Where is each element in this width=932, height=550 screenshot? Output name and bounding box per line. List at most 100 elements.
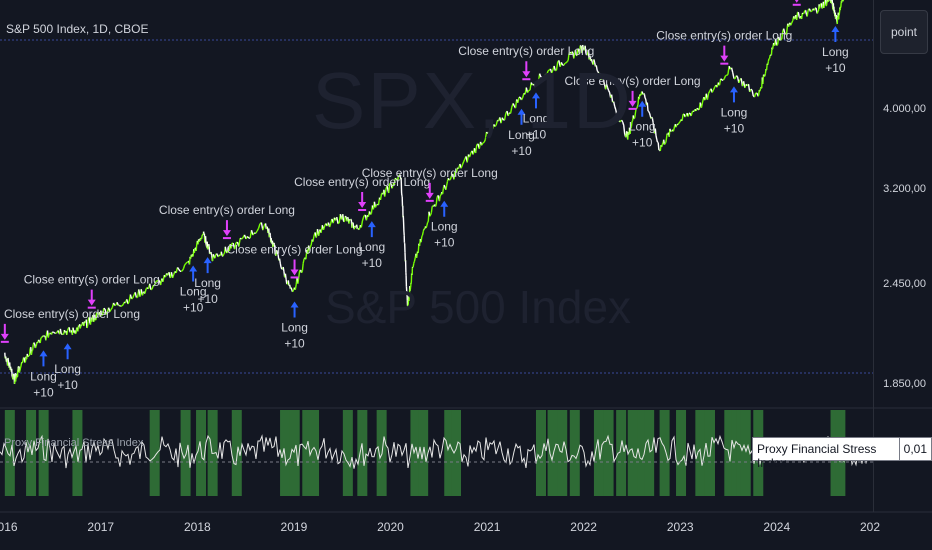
indicator-name[interactable]: Proxy Financial Stress Index: [4, 437, 144, 449]
price-segment: [223, 252, 226, 255]
price-segment: [648, 111, 651, 114]
price-segment: [74, 332, 77, 335]
price-segment: [574, 50, 577, 56]
price-segment: [606, 87, 610, 91]
stress-bar: [731, 410, 742, 496]
price-segment: [349, 218, 352, 221]
price-segment: [151, 285, 154, 290]
price-segment: [120, 305, 123, 307]
price-segment: [100, 310, 103, 316]
long-entry-arrow: [729, 86, 738, 103]
grid-lines: [0, 39, 932, 513]
long-qty-label: +10: [724, 121, 745, 135]
x-tick-label: 2023: [666, 520, 694, 534]
stress-bar: [410, 410, 421, 496]
price-segment: [617, 113, 620, 120]
price-segment: [573, 53, 576, 59]
price-segment: [474, 144, 478, 154]
price-segment: [284, 273, 287, 280]
price-segment: [681, 114, 684, 121]
price-segment: [396, 175, 400, 182]
price-segment: [59, 328, 62, 334]
price-segment: [501, 117, 505, 121]
long-label: Long: [431, 220, 458, 234]
price-segment: [582, 44, 585, 51]
price-segment: [483, 139, 486, 143]
price-segment: [298, 270, 301, 278]
price-segment: [526, 90, 530, 93]
price-segment: [596, 70, 599, 73]
price-segment: [28, 348, 31, 355]
price-segment: [553, 65, 556, 71]
price-segment: [376, 203, 378, 206]
stress-bar: [72, 410, 83, 496]
stress-bar: [149, 410, 160, 496]
long-entry-arrow: [203, 257, 212, 274]
price-segment: [262, 225, 265, 231]
stress-bar: [616, 410, 627, 496]
price-segment: [391, 186, 394, 189]
price-segment: [239, 237, 242, 240]
price-segment: [337, 222, 340, 225]
price-segment: [554, 69, 557, 72]
close-label: Close entry(s) order Long: [565, 74, 701, 88]
price-segment: [762, 74, 765, 84]
price-segment: [132, 294, 135, 299]
price-segment: [529, 82, 532, 91]
price-segment: [426, 222, 429, 226]
long-entry-arrow: [367, 221, 376, 238]
price-segment: [145, 287, 148, 290]
price-segment: [547, 69, 550, 72]
price-segment: [66, 330, 69, 336]
stress-bar: [26, 410, 37, 496]
price-segment: [181, 268, 185, 272]
price-segment: [646, 102, 649, 111]
price-segment: [597, 71, 600, 74]
price-segment: [446, 181, 449, 186]
price-segment: [7, 357, 10, 363]
price-segment: [34, 345, 37, 349]
price-segment: [121, 304, 124, 307]
price-segment: [127, 301, 130, 305]
price-segment: [664, 142, 667, 144]
price-segment: [434, 204, 437, 207]
price-segment: [517, 97, 520, 103]
long-label: Long: [822, 45, 849, 59]
price-segment: [427, 221, 429, 223]
x-tick-label: 2016: [0, 520, 18, 534]
price-segment: [356, 227, 359, 230]
price-segment: [116, 302, 119, 306]
price-segment: [19, 365, 22, 369]
price-segment: [386, 185, 389, 190]
price-segment: [212, 254, 215, 257]
price-segment: [134, 292, 138, 298]
price-segment: [112, 302, 116, 306]
x-tick-label: 2018: [183, 520, 211, 534]
stress-bar: [4, 410, 15, 496]
period-button[interactable]: point: [880, 10, 928, 54]
price-segment: [815, 7, 818, 12]
price-segment: [57, 330, 60, 333]
long-qty-label: +10: [362, 256, 383, 270]
long-qty-label: +10: [57, 378, 78, 392]
close-exit-arrow: [0, 323, 9, 340]
stress-bar: [451, 410, 462, 496]
price-segment: [495, 120, 499, 126]
price-segment: [278, 258, 281, 264]
price-segment: [595, 65, 598, 71]
price-segment: [87, 317, 90, 322]
price-segment: [226, 249, 229, 254]
price-segment: [184, 263, 187, 266]
price-segment: [435, 197, 438, 205]
price-segment: [301, 263, 304, 271]
trade-markers: Long+10Long+10Long+10Long+10Long+10Long+…: [0, 0, 849, 399]
price-segment: [290, 287, 293, 291]
close-exit-bar: [720, 62, 729, 65]
price-segment: [361, 217, 365, 222]
stress-bar: [302, 410, 313, 496]
price-segment: [819, 5, 821, 9]
price-axis[interactable]: 4.000,00 3.200,00 2.450,00 1.850,00: [873, 0, 932, 512]
price-segment: [312, 236, 315, 242]
price-segment: [150, 288, 153, 291]
price-segment: [825, 3, 828, 7]
